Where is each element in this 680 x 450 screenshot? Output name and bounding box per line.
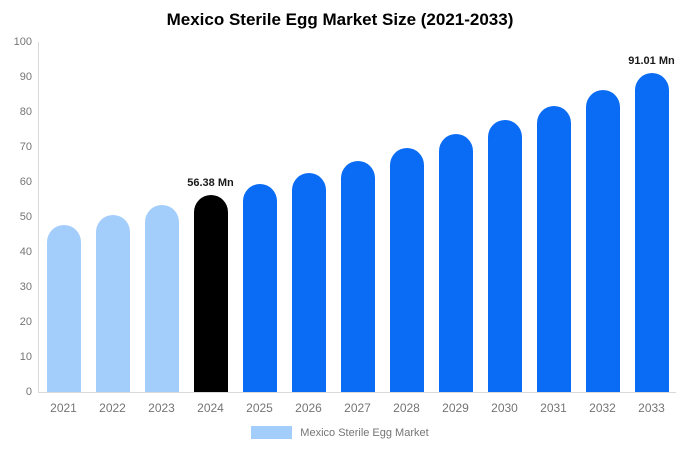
bar-slot-2021: 2021 bbox=[39, 42, 88, 415]
x-axis-label-2026: 2026 bbox=[295, 401, 322, 415]
bar-slot-2032: 2032 bbox=[578, 42, 627, 415]
bar-slot-2022: 2022 bbox=[88, 42, 137, 415]
bar-value-label-2024: 56.38 Mn bbox=[187, 176, 234, 189]
bar-2026 bbox=[291, 172, 326, 392]
y-axis-tick-80: 80 bbox=[19, 106, 32, 118]
bar-2033 bbox=[634, 73, 669, 392]
x-axis-label-2033: 2033 bbox=[638, 401, 665, 415]
x-axis-label-2023: 2023 bbox=[148, 401, 175, 415]
y-axis-tick-0: 0 bbox=[25, 386, 32, 398]
x-axis-label-2024: 2024 bbox=[197, 401, 224, 415]
y-axis-tick-60: 60 bbox=[19, 176, 32, 188]
legend: Mexico Sterile Egg Market bbox=[0, 426, 680, 439]
bar-slot-2025: 2025 bbox=[235, 42, 284, 415]
y-axis-tick-20: 20 bbox=[19, 316, 32, 328]
x-axis-label-2021: 2021 bbox=[50, 401, 77, 415]
x-axis-label-2022: 2022 bbox=[99, 401, 126, 415]
bar-2024 bbox=[193, 194, 228, 392]
plot-area: 0 10 20 30 40 50 60 70 80 90 100 2021 2022 2023 56.38… bbox=[14, 36, 676, 415]
x-axis-label-2028: 2028 bbox=[393, 401, 420, 415]
bar-2021 bbox=[46, 225, 81, 392]
bar-slot-2031: 2031 bbox=[529, 42, 578, 415]
y-axis-tick-10: 10 bbox=[19, 351, 32, 363]
y-axis-tick-50: 50 bbox=[19, 211, 32, 223]
bar-slot-2033: 91.01 Mn 2033 bbox=[627, 42, 676, 415]
x-axis-label-2025: 2025 bbox=[246, 401, 273, 415]
bar-slot-2030: 2030 bbox=[480, 42, 529, 415]
bar-2031 bbox=[536, 105, 571, 392]
y-axis-tick-100: 100 bbox=[13, 36, 32, 48]
legend-label: Mexico Sterile Egg Market bbox=[300, 426, 429, 439]
bar-2032 bbox=[585, 89, 620, 392]
x-axis-label-2031: 2031 bbox=[540, 401, 567, 415]
bar-2030 bbox=[487, 120, 522, 392]
x-axis-label-2029: 2029 bbox=[442, 401, 469, 415]
x-axis-label-2030: 2030 bbox=[491, 401, 518, 415]
y-axis-tick-40: 40 bbox=[19, 246, 32, 258]
bar-2022 bbox=[95, 215, 130, 392]
bar-slot-2024: 56.38 Mn 2024 bbox=[186, 42, 235, 415]
bar-slot-2026: 2026 bbox=[284, 42, 333, 415]
bar-slot-2027: 2027 bbox=[333, 42, 382, 415]
bar-value-label-2033: 91.01 Mn bbox=[628, 55, 675, 68]
chart-title: Mexico Sterile Egg Market Size (2021-203… bbox=[166, 10, 514, 29]
y-axis-tick-30: 30 bbox=[19, 281, 32, 293]
bar-2025 bbox=[242, 183, 277, 392]
bar-2027 bbox=[340, 160, 375, 392]
y-axis-tick-90: 90 bbox=[19, 71, 32, 83]
bar-slot-2029: 2029 bbox=[431, 42, 480, 415]
bar-2023 bbox=[144, 205, 179, 392]
bar-slot-2028: 2028 bbox=[382, 42, 431, 415]
legend-swatch bbox=[251, 426, 293, 439]
y-axis: 0 10 20 30 40 50 60 70 80 90 100 bbox=[1, 36, 32, 398]
bars-container: 2021 2022 2023 56.38 Mn 2024 2025 2026 2027 2028… bbox=[39, 42, 676, 415]
bar-2029 bbox=[438, 134, 473, 392]
bar-2028 bbox=[389, 147, 424, 392]
x-axis-label-2027: 2027 bbox=[344, 401, 371, 415]
x-axis-label-2032: 2032 bbox=[589, 401, 616, 415]
bar-slot-2023: 2023 bbox=[137, 42, 186, 415]
y-axis-tick-70: 70 bbox=[19, 141, 32, 153]
